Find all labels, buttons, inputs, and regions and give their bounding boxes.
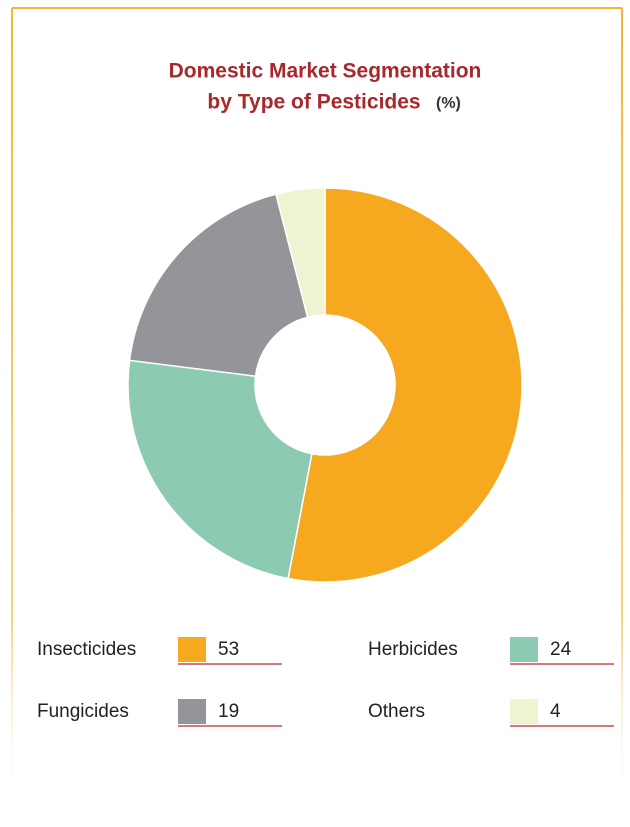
legend-value: 19 <box>218 701 239 722</box>
legend-label: Fungicides <box>37 701 129 722</box>
legend-swatch <box>178 699 206 724</box>
legend-label: Herbicides <box>368 639 458 660</box>
legend-label: Others <box>368 701 425 722</box>
chart-title: by Type of Pesticides <box>207 91 420 114</box>
chart-title: Domestic Market Segmentation <box>169 60 482 83</box>
donut-slice <box>287 187 523 583</box>
legend-swatch <box>510 699 538 724</box>
legend-label: Insecticides <box>37 639 136 660</box>
donut-slice <box>275 187 326 319</box>
frame-right <box>621 8 623 822</box>
chart-unit: (%) <box>436 95 461 112</box>
donut-slice <box>127 359 313 580</box>
donut-slice <box>128 193 309 378</box>
frame-left <box>11 8 13 822</box>
legend-swatch <box>510 637 538 662</box>
legend-value: 53 <box>218 639 239 660</box>
legend-value: 4 <box>550 701 561 722</box>
legend-value: 24 <box>550 639 572 660</box>
legend-swatch <box>178 637 206 662</box>
